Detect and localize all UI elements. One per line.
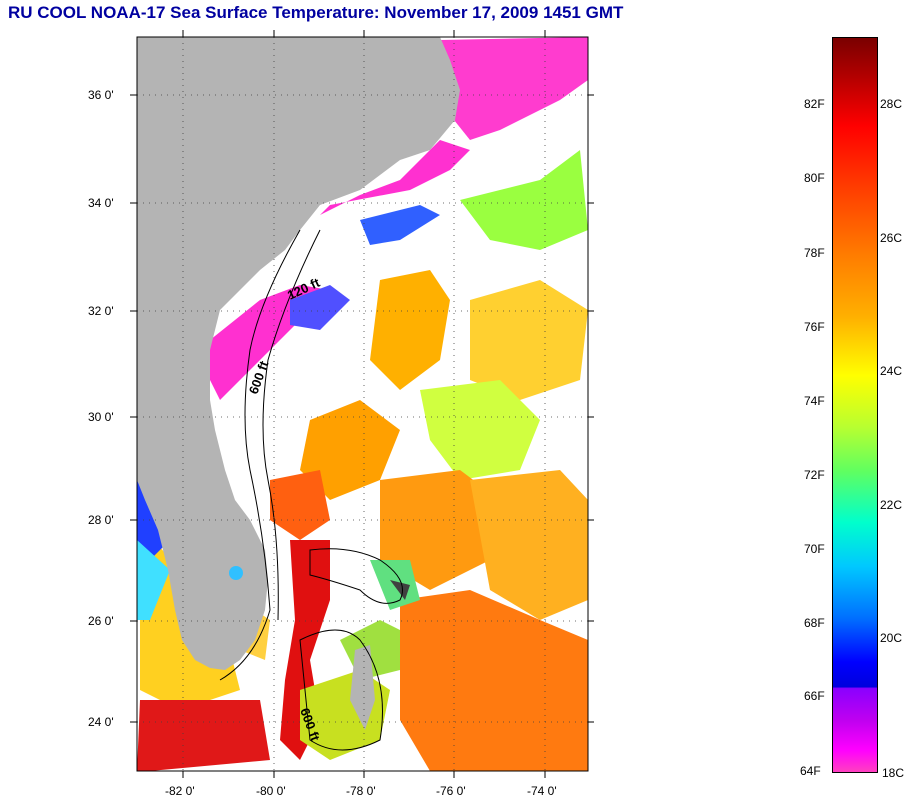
axis-ticks (130, 30, 594, 778)
page-title: RU COOL NOAA-17 Sea Surface Temperature:… (8, 3, 624, 22)
colorbar-c-20: 20C (880, 631, 903, 645)
colorbar-f-64: 64F (800, 764, 821, 778)
colorbar-c-24: 24C (880, 364, 903, 378)
colorbar-f-74: 74F (804, 394, 825, 408)
colorbar-f-80: 80F (804, 171, 825, 185)
lon-label-78: -78 0' (346, 784, 376, 798)
map-frame (136, 36, 589, 772)
colorbar-f-72: 72F (804, 468, 825, 482)
lat-label-24: 24 0' (88, 715, 114, 729)
colorbar-c-22: 22C (880, 498, 903, 512)
lat-label-28: 28 0' (88, 513, 114, 527)
lat-label-32: 32 0' (88, 304, 114, 318)
lon-label-80: -80 0' (256, 784, 286, 798)
sst-colorbar (832, 37, 878, 773)
colorbar-c-28: 28C (880, 97, 903, 111)
colorbar-f-78: 78F (804, 246, 825, 260)
sst-patches (137, 37, 588, 771)
colorbar-f-66: 66F (804, 689, 825, 703)
lat-label-30: 30 0' (88, 410, 114, 424)
colorbar-f-82: 82F (804, 97, 825, 111)
colorbar-f-70: 70F (804, 542, 825, 556)
lon-label-74: -74 0' (527, 784, 557, 798)
lon-label-76: -76 0' (436, 784, 466, 798)
lat-label-34: 34 0' (88, 196, 114, 210)
bahamas-island (350, 645, 375, 730)
lat-label-26: 26 0' (88, 614, 114, 628)
colorbar-c-18: 18C (882, 766, 905, 780)
colorbar-f-76: 76F (804, 320, 825, 334)
lon-label-82: -82 0' (165, 784, 195, 798)
colorbar-c-26: 26C (880, 231, 903, 245)
lat-label-36: 36 0' (88, 88, 114, 102)
land-mass (137, 37, 460, 670)
colorbar-f-68: 68F (804, 616, 825, 630)
